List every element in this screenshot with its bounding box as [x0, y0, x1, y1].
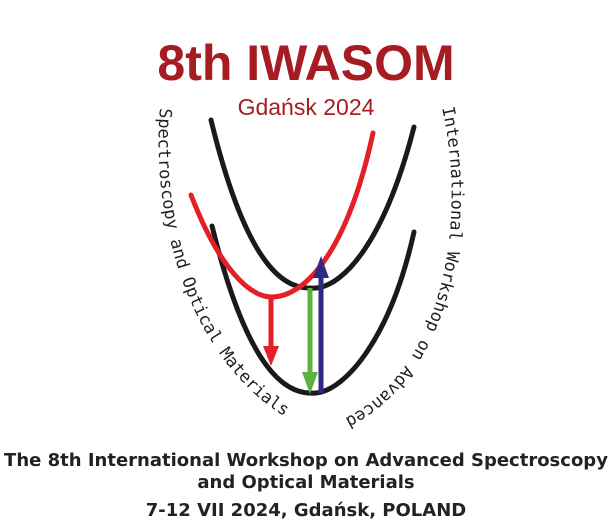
- upper-energy-curve: [208, 117, 417, 291]
- blue-arrow-head: [313, 256, 329, 278]
- excited-state-curve: [188, 130, 376, 300]
- lower-energy-curve: [209, 223, 417, 396]
- page-subtitle: Gdańsk 2024: [237, 94, 375, 120]
- workshop-full-name: The 8th International Workshop on Advanc…: [4, 450, 608, 493]
- dates-location: 7-12 VII 2024, Gdańsk, POLAND: [145, 500, 467, 521]
- page-title: 8th IWASOM: [157, 35, 455, 91]
- green-arrow-head: [302, 372, 318, 394]
- logo-graphic: Spectroscopy and Optical Materials Inter…: [154, 105, 467, 432]
- red-arrow-head: [263, 346, 279, 366]
